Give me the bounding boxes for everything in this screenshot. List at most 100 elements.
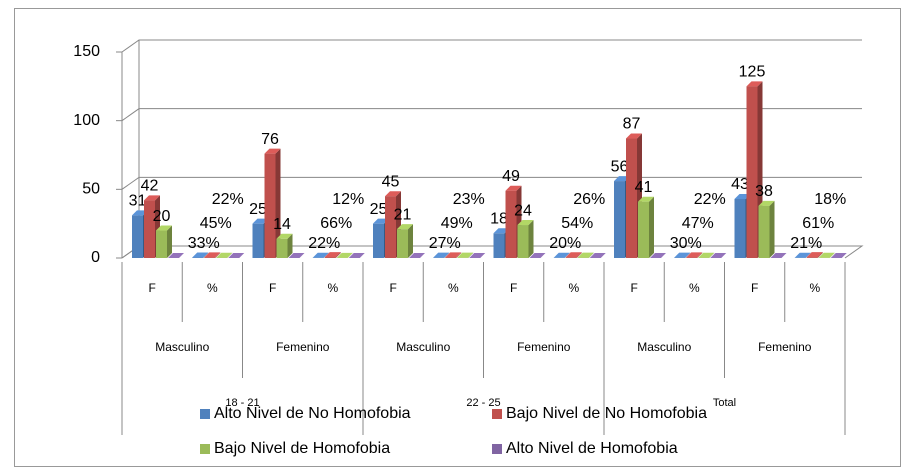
bar (577, 252, 594, 258)
bar-face (348, 253, 365, 258)
data-label: 22% (308, 235, 340, 252)
x-tick-label: % (810, 281, 821, 295)
group-label: Masculino (637, 340, 691, 354)
data-label: 33% (188, 235, 220, 252)
supergroup-label: 22 - 25 (466, 397, 500, 409)
bar-face (517, 220, 534, 226)
data-label: 61% (802, 215, 834, 232)
bar-face (806, 252, 823, 258)
x-tick-label: F (148, 281, 155, 295)
bar-face (264, 153, 276, 258)
bar-face (252, 223, 264, 258)
bar (192, 252, 209, 258)
bar (553, 252, 570, 258)
bar-face (686, 257, 698, 258)
bar-face (216, 252, 233, 258)
legend-label: Alto Nivel de No Homofobia (214, 405, 411, 422)
bar-face (818, 252, 835, 258)
bar-face (385, 196, 396, 258)
bar-face (385, 191, 401, 197)
bar-face (614, 181, 625, 258)
bar (168, 253, 184, 258)
data-label: 45% (200, 215, 232, 232)
bar (686, 252, 703, 258)
legend-swatch (200, 444, 210, 454)
bar-face (167, 225, 172, 258)
legend-label: Bajo Nivel de No Homofobia (506, 405, 707, 422)
bar (336, 252, 353, 258)
bar-face (565, 252, 582, 258)
grid-line (121, 108, 862, 122)
bar-face (192, 252, 209, 258)
legend-label: Alto Nivel de Homofobia (506, 440, 678, 457)
data-label: 18% (814, 191, 846, 208)
bar-face (493, 233, 505, 258)
data-label: 14 (273, 216, 291, 233)
bar-face (397, 224, 413, 230)
bar-face (674, 252, 691, 258)
x-tick-label: F (751, 281, 758, 295)
bar-face (228, 253, 245, 258)
bar-face (650, 253, 666, 258)
bar-face (685, 252, 691, 258)
x-tick-label: % (207, 281, 218, 295)
bar (806, 252, 823, 258)
bar-face (529, 253, 546, 258)
bar-face (373, 223, 384, 258)
chart-frame (14, 8, 901, 467)
bar (818, 252, 835, 258)
bar-face (456, 252, 462, 258)
group-label: Femenino (517, 340, 571, 354)
bar-face (408, 224, 413, 258)
data-label: 24 (514, 202, 532, 219)
y-tick-label: 50 (82, 181, 100, 198)
bar-face (805, 252, 811, 258)
legend-swatch (492, 409, 502, 419)
bar (758, 200, 775, 258)
bar (770, 253, 787, 258)
x-tick-label: % (448, 281, 459, 295)
bar (204, 252, 221, 258)
bar-face (204, 252, 221, 258)
legend-swatch (200, 409, 210, 419)
bar (794, 252, 811, 258)
bar-face (817, 252, 823, 258)
legend-swatch (492, 444, 502, 454)
data-label: 18 (490, 210, 508, 227)
data-label: 49% (441, 215, 473, 232)
bar-face (758, 200, 775, 206)
supergroup-label: Total (713, 397, 736, 409)
bar (674, 252, 691, 258)
group-label: Masculino (396, 340, 450, 354)
x-tick-label: % (328, 281, 339, 295)
bar-face (312, 252, 329, 258)
data-label: 25 (249, 201, 267, 218)
bar (830, 253, 847, 258)
data-label: 54% (561, 215, 593, 232)
bar (589, 253, 606, 258)
bar-face (144, 195, 160, 201)
bar-face (505, 190, 517, 258)
bar-face (829, 252, 835, 258)
bar (228, 253, 245, 258)
bar-face (457, 252, 474, 258)
data-label: 47% (682, 215, 714, 232)
bar-face (528, 220, 534, 258)
bar (698, 252, 715, 258)
bar-face (806, 257, 818, 258)
bar-face (323, 252, 329, 258)
bar-face (746, 81, 763, 87)
bar-face (698, 252, 715, 258)
data-label: 20% (549, 235, 581, 252)
data-label: 23% (453, 191, 485, 208)
data-label: 25 (370, 201, 388, 218)
bar (312, 252, 329, 258)
bar (529, 253, 546, 258)
data-label: 42 (141, 178, 159, 195)
data-label: 31 (129, 193, 147, 210)
bar-face (347, 252, 353, 258)
bar-face (132, 215, 143, 258)
group-label: Femenino (276, 340, 330, 354)
data-label: 22% (694, 191, 726, 208)
bar-face (335, 252, 341, 258)
